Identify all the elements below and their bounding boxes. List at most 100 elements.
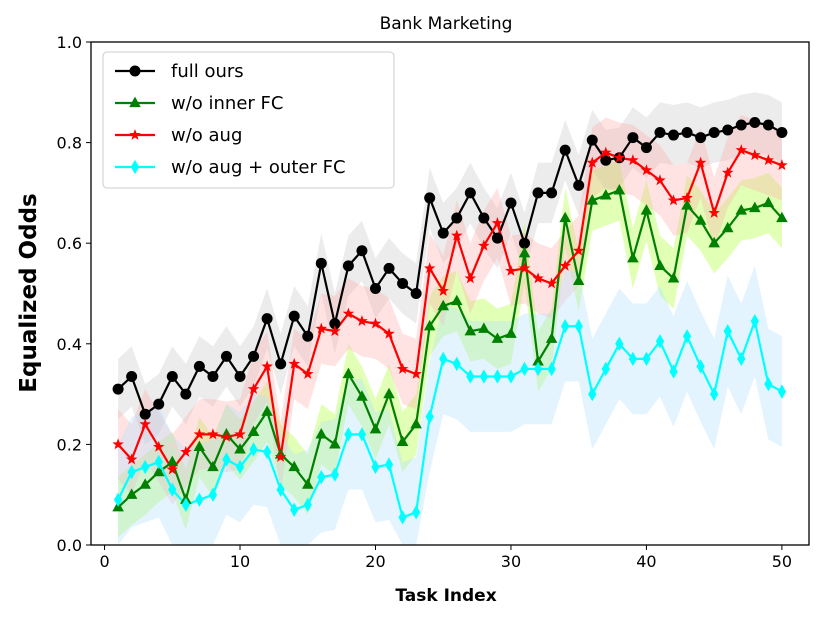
full-ours-point	[180, 388, 192, 400]
w-o-aug-outer-fc-point	[506, 369, 516, 384]
w-o-aug-outer-fc-point	[154, 454, 163, 470]
w-o-aug-point	[207, 428, 219, 440]
full-ours-point	[668, 129, 680, 141]
w-o-aug-outer-fc-point	[737, 351, 746, 367]
w-o-aug-outer-fc-point	[235, 459, 245, 475]
x-axis-label: Task Index	[395, 586, 496, 606]
full-ours-point	[112, 383, 124, 395]
w-o-inner-fc-point	[749, 201, 761, 213]
w-o-inner-fc-point	[288, 460, 300, 472]
w-o-inner-fc-point	[261, 405, 273, 416]
legend-label: w/o aug	[171, 125, 242, 146]
w-o-inner-fc-point	[735, 204, 748, 215]
w-o-aug-band	[118, 114, 782, 505]
w-o-inner-fc-point	[166, 455, 179, 467]
w-o-inner-fc-point	[450, 294, 463, 306]
full-ours-point	[762, 119, 774, 131]
full-ours-point	[722, 124, 734, 136]
legend-box	[102, 51, 395, 189]
w-o-aug-point	[302, 367, 314, 379]
w-o-aug-outer-fc-point	[344, 427, 353, 442]
full-ours-point	[302, 330, 314, 342]
w-o-aug-outer-fc-point	[398, 510, 407, 525]
full-ours-point	[695, 132, 707, 144]
w-o-inner-fc-point	[491, 332, 504, 343]
w-o-aug-outer-fc-point	[710, 386, 719, 402]
full-ours-point	[532, 187, 544, 199]
y-axis-ticks: 0.0 0.2 0.4 0.6 0.8 1.0	[57, 33, 91, 555]
full-ours-point	[397, 277, 409, 289]
w-o-aug-outer-fc-point	[303, 497, 312, 512]
w-o-aug-point	[640, 164, 653, 176]
full-ours-point	[139, 408, 151, 420]
w-o-aug-outer-fc-point	[777, 384, 787, 399]
w-o-inner-fc-point	[627, 251, 639, 263]
w-o-aug-point	[586, 156, 598, 168]
full-ours-point	[640, 142, 652, 154]
w-o-aug-point	[437, 284, 449, 296]
full-ours-point	[586, 134, 598, 146]
w-o-aug-outer-fc-point	[520, 361, 529, 377]
w-o-aug-outer-fc-point	[439, 351, 448, 367]
y-tick-label: 0.2	[57, 435, 82, 454]
legend-entry: w/o inner FC	[115, 93, 283, 114]
full-ours-point	[627, 132, 639, 144]
full-ours-point	[356, 245, 368, 257]
y-tick-label: 0.4	[57, 335, 82, 354]
w-o-inner-fc-point	[247, 425, 260, 436]
w-o-inner-fc-point	[559, 211, 571, 223]
w-o-aug-outer-fc-point	[222, 452, 231, 467]
w-o-aug-point	[139, 418, 151, 430]
w-o-aug-outer-fc-point	[276, 482, 285, 497]
full-ours-point	[126, 370, 138, 382]
w-o-inner-fc-point	[139, 478, 151, 489]
w-o-inner-fc-point	[356, 390, 368, 401]
w-o-inner-fc-point	[125, 488, 138, 499]
full-ours-point	[166, 370, 178, 382]
full-ours-point	[735, 119, 747, 131]
w-o-aug-outer-fc-point	[113, 492, 123, 507]
w-o-aug-outer-fc-point	[615, 336, 624, 351]
w-o-aug-outer-fc-point	[479, 369, 488, 384]
full-ours-point	[207, 370, 219, 382]
w-o-aug-point	[410, 367, 422, 379]
w-o-aug-outer-fc-point	[330, 467, 339, 482]
w-o-aug-outer-fc-point	[384, 457, 394, 472]
w-o-aug-point	[572, 244, 585, 256]
w-o-aug-point	[708, 206, 720, 218]
w-o-inner-fc-band	[118, 160, 782, 538]
w-o-aug-point	[749, 149, 761, 161]
w-o-inner-fc-point	[301, 478, 314, 489]
w-o-inner-fc-point	[762, 196, 775, 208]
w-o-aug-point	[383, 327, 395, 339]
w-o-aug-outer-fc-point	[412, 505, 421, 520]
w-o-inner-fc-point	[640, 204, 653, 215]
w-o-aug-point	[518, 262, 531, 274]
full-ours-point	[220, 350, 232, 362]
w-o-inner-fc-point	[532, 355, 544, 366]
w-o-aug-outer-fc-point	[750, 314, 759, 329]
x-tick-label: 20	[365, 552, 385, 571]
w-o-aug-point	[464, 272, 477, 284]
full-ours-point	[464, 187, 476, 199]
w-o-aug-outer-fc-point	[574, 319, 583, 334]
legend-entry: full ours	[115, 61, 244, 82]
w-o-aug-point	[681, 191, 693, 203]
full-ours-point	[410, 288, 422, 299]
full-ours-point	[275, 358, 287, 370]
full-ours-point	[261, 313, 273, 325]
w-o-inner-fc-point	[654, 259, 666, 270]
full-ours-point	[491, 232, 503, 244]
w-o-inner-fc-point	[383, 387, 395, 399]
w-o-inner-fc-point	[464, 324, 477, 336]
w-o-aug-point	[545, 277, 558, 289]
legend-marker	[129, 128, 141, 140]
x-tick-label: 0	[99, 552, 109, 571]
full-ours-point	[654, 127, 666, 139]
w-o-aug-point	[329, 325, 341, 337]
x-tick-label: 10	[230, 552, 250, 571]
legend-marker	[129, 96, 141, 108]
w-o-aug-outer-fc-point	[696, 359, 705, 374]
w-o-inner-fc-point	[694, 214, 707, 225]
w-o-aug-outer-fc-point	[317, 469, 326, 485]
